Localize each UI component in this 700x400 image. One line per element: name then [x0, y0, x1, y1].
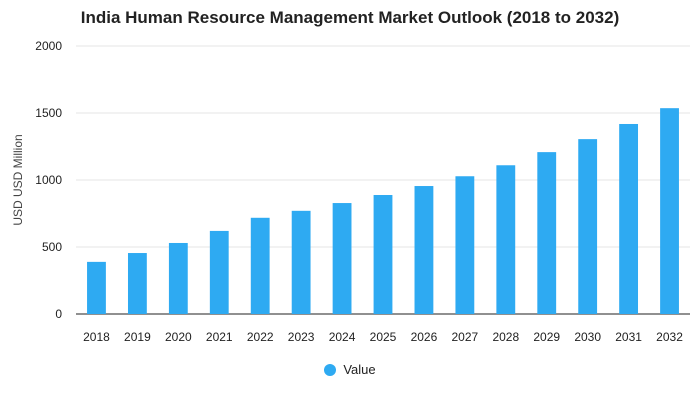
x-tick-label: 2024	[329, 330, 356, 344]
bar	[332, 203, 352, 314]
x-tick-label: 2031	[615, 330, 642, 344]
x-tick-label: 2030	[574, 330, 601, 344]
y-tick-label: 1000	[35, 173, 62, 187]
y-tick-label: 0	[55, 307, 62, 321]
bar	[660, 108, 679, 315]
x-tick-label: 2018	[83, 330, 110, 344]
y-tick-label: 500	[42, 240, 62, 254]
bar	[373, 195, 393, 314]
legend-label: Value	[343, 362, 376, 377]
x-tick-label: 2032	[656, 330, 683, 344]
bar	[496, 165, 516, 314]
bar	[619, 123, 639, 314]
chart-title: India Human Resource Management Market O…	[80, 8, 620, 27]
legend: Value	[0, 362, 700, 377]
bar	[209, 230, 229, 314]
x-tick-label: 2019	[124, 330, 151, 344]
x-tick-label: 2020	[165, 330, 192, 344]
x-tick-label: 2027	[452, 330, 479, 344]
bar	[168, 242, 188, 314]
bar	[578, 139, 598, 314]
x-tick-label: 2029	[533, 330, 560, 344]
x-tick-label: 2021	[206, 330, 233, 344]
x-tick-label: 2023	[288, 330, 315, 344]
y-axis-title: USD USD Million	[11, 134, 25, 225]
bar	[414, 186, 434, 314]
x-tick-label: 2028	[492, 330, 519, 344]
x-tick-label: 2022	[247, 330, 274, 344]
x-tick-label: 2026	[411, 330, 438, 344]
bar	[127, 253, 147, 314]
bar	[87, 261, 106, 314]
bar	[537, 152, 557, 314]
x-tick-label: 2025	[370, 330, 397, 344]
bar	[291, 210, 311, 314]
bar	[455, 176, 475, 314]
bar	[250, 217, 270, 314]
y-tick-label: 1500	[35, 106, 62, 120]
y-tick-label: 2000	[35, 39, 62, 53]
legend-marker	[324, 363, 337, 376]
